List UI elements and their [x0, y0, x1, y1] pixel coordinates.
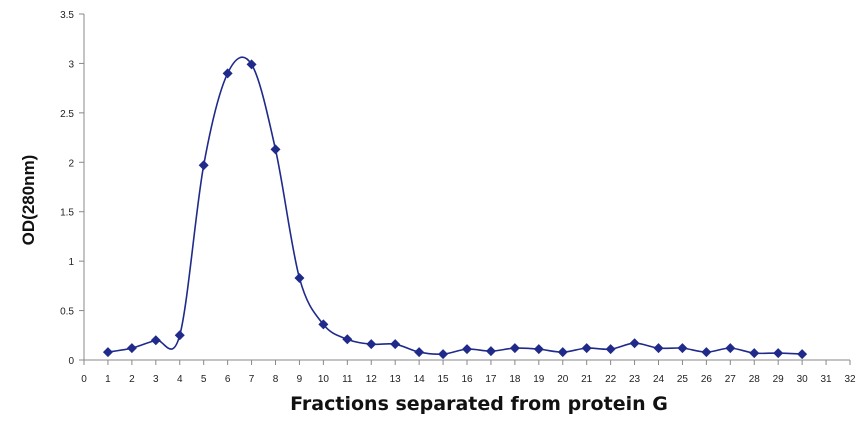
data-point-marker — [294, 272, 305, 283]
x-tick-label: 14 — [414, 374, 426, 385]
data-point-marker — [629, 338, 640, 349]
data-point-marker — [797, 349, 808, 360]
x-tick-label: 12 — [366, 374, 378, 385]
x-tick-label: 7 — [249, 374, 255, 385]
data-point-marker — [270, 144, 281, 155]
data-point-marker — [677, 343, 688, 354]
x-tick-label: 29 — [773, 374, 785, 385]
x-tick-label: 5 — [201, 374, 207, 385]
x-tick-label: 9 — [297, 374, 303, 385]
x-tick-label: 8 — [273, 374, 279, 385]
data-point-marker — [414, 347, 425, 358]
data-point-marker — [390, 339, 401, 350]
y-tick-label: 2 — [68, 158, 74, 169]
x-tick-label: 31 — [821, 374, 833, 385]
x-axis-ticks: 0 1 2 3 4 5 6 7 8 9 10 11 12 13 14 15 16 17 18 19 20 21 22 23 24… — [81, 360, 856, 385]
y-tick-label: 3.5 — [60, 10, 74, 21]
x-tick-label: 30 — [797, 374, 809, 385]
x-tick-label: 3 — [153, 374, 159, 385]
data-point-marker — [126, 343, 137, 354]
y-tick-label: 1 — [68, 257, 74, 268]
x-tick-label: 15 — [438, 374, 450, 385]
y-axis-label: OD(280nm) — [19, 155, 38, 246]
x-tick-label: 13 — [390, 374, 402, 385]
y-tick-label: 2.5 — [60, 109, 74, 120]
data-point-marker — [557, 347, 568, 358]
data-point-marker — [749, 348, 760, 359]
y-tick-label: 0 — [68, 356, 74, 367]
data-point-marker — [485, 346, 496, 357]
y-tick-label: 3 — [68, 59, 74, 70]
x-tick-label: 26 — [701, 374, 713, 385]
data-point-marker — [605, 344, 616, 355]
data-point-marker — [701, 347, 712, 358]
x-tick-label: 19 — [533, 374, 545, 385]
series-line — [107, 56, 803, 356]
x-tick-label: 23 — [629, 374, 641, 385]
data-point-marker — [438, 349, 449, 360]
x-tick-label: 11 — [342, 374, 353, 385]
x-tick-label: 24 — [653, 374, 665, 385]
x-tick-label: 22 — [605, 374, 617, 385]
x-tick-label: 0 — [81, 374, 87, 385]
data-point-marker — [509, 343, 520, 354]
data-point-marker — [653, 343, 664, 354]
x-tick-label: 1 — [105, 374, 111, 385]
axes — [83, 14, 850, 361]
x-tick-label: 21 — [581, 374, 593, 385]
data-point-marker — [533, 344, 544, 355]
x-tick-label: 28 — [749, 374, 761, 385]
x-tick-label: 4 — [177, 374, 183, 385]
y-tick-label: 1.5 — [60, 208, 74, 219]
x-axis-label: Fractions separated from protein G — [290, 393, 668, 415]
data-point-marker — [150, 335, 161, 346]
data-point-marker — [102, 347, 113, 358]
x-tick-label: 32 — [844, 374, 856, 385]
data-point-marker — [198, 160, 209, 171]
x-tick-label: 16 — [461, 374, 473, 385]
data-point-marker — [462, 344, 472, 355]
y-tick-label: 0.5 — [60, 307, 74, 318]
y-axis-ticks: 0 0.5 1 1.5 2 2.5 3 3.5 — [60, 10, 84, 367]
x-tick-label: 2 — [129, 374, 135, 385]
x-tick-label: 6 — [225, 374, 231, 385]
data-point-marker — [222, 68, 233, 79]
series-group — [102, 56, 808, 360]
data-point-marker — [581, 343, 592, 354]
x-tick-label: 10 — [318, 374, 330, 385]
data-point-marker — [318, 319, 329, 330]
x-tick-label: 17 — [485, 374, 497, 385]
x-tick-label: 25 — [677, 374, 689, 385]
data-point-marker — [725, 343, 736, 354]
data-point-marker — [174, 330, 185, 341]
x-tick-label: 27 — [725, 374, 737, 385]
x-tick-label: 20 — [557, 374, 569, 385]
data-point-marker — [366, 339, 377, 350]
data-point-marker — [246, 59, 257, 70]
data-point-marker — [773, 348, 784, 359]
x-tick-label: 18 — [509, 374, 521, 385]
data-point-marker — [342, 334, 353, 345]
